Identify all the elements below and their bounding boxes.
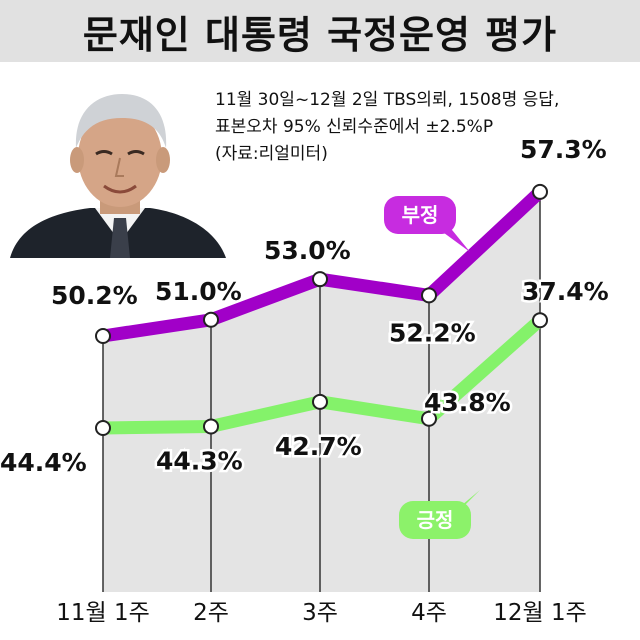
positive-point (203, 418, 219, 435)
negative-value-label: 50.2% (51, 281, 138, 310)
x-tick-label: 12월 1주 (493, 600, 587, 626)
x-tick-label: 3주 (302, 600, 338, 626)
positive-callout-box (399, 501, 471, 539)
negative-point (312, 271, 328, 288)
survey-note-line-1: 11월 30일~12월 2일 TBS의뢰, 1508명 응답, (215, 90, 560, 110)
positive-callout-tail (450, 490, 480, 515)
vertical-gridlines (102, 191, 541, 592)
negative-value-label: 57.3% (520, 135, 607, 164)
negative-value-label: 53.0% (264, 236, 351, 265)
negative-point (532, 183, 548, 200)
negative-point (95, 328, 111, 344)
negative-callout-label: 부정 (402, 203, 439, 227)
positive-value-label: 42.7% (275, 432, 362, 461)
survey-note-line-2: 표본오차 95% 신뢰수준에서 ±2.5%P (215, 117, 494, 137)
negative-value-label: 51.0% (155, 277, 242, 306)
survey-note-line-3: (자료:리얼미터) (215, 144, 328, 164)
positive-value-label: 44.4% (0, 448, 87, 477)
negative-callout: 부정 (384, 196, 470, 252)
portrait-photo (10, 94, 226, 258)
chart-title: 문재인 대통령 국정운영 평가 (82, 12, 558, 57)
data-labels: 50.2% 51.0% 53.0% 52.2% 57.3% 44.4% 44.3% 42.7%… (0, 132, 611, 479)
positive-point (421, 410, 437, 427)
negative-point (421, 287, 437, 304)
title-bar: 문재인 대통령 국정운영 평가 (0, 0, 640, 62)
negative-callout-box (384, 196, 456, 234)
positive-point (95, 420, 111, 436)
x-tick-label: 4주 (411, 600, 447, 626)
negative-callout-tail (440, 225, 470, 252)
positive-point (312, 393, 328, 410)
positive-point (532, 312, 548, 329)
survey-note: 11월 30일~12월 2일 TBS의뢰, 1508명 응답, 표본오차 95%… (215, 87, 635, 168)
positive-callout: 긍정 (399, 490, 480, 539)
x-axis-ticks: 11월 1주 2주 3주 4주 12월 1주 (56, 600, 587, 626)
x-tick-label: 11월 1주 (56, 600, 150, 626)
x-tick-label: 2주 (193, 600, 229, 626)
data-points (95, 183, 548, 436)
positive-value-label: 37.4% (522, 277, 609, 306)
negative-value-label: 52.2% (389, 318, 476, 347)
negative-point (203, 311, 219, 328)
chart-area-fill (103, 191, 540, 592)
positive-value-label: 44.3% (156, 446, 243, 475)
positive-callout-label: 긍정 (417, 508, 454, 532)
positive-value-label: 43.8% (424, 388, 511, 417)
